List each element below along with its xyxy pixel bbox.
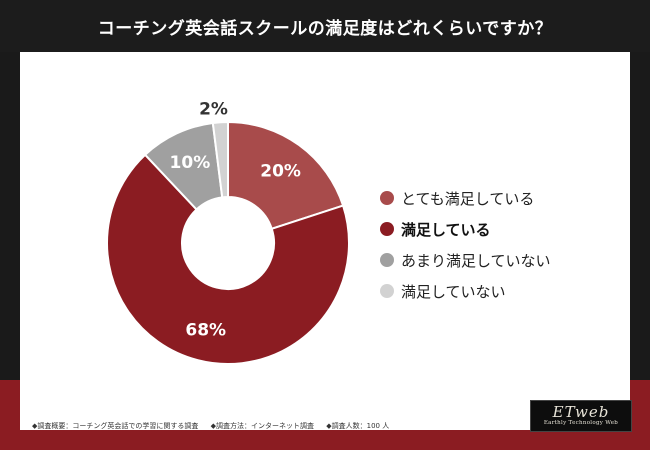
survey-footnote: ◆調査概要：コーチング英会話での学習に関する調査 ◆調査方法：インターネット調査… — [32, 421, 399, 431]
legend-label: とても満足している — [401, 189, 535, 208]
donut-label-4: 2% — [199, 99, 228, 119]
legend-label: 満足している — [401, 220, 491, 239]
logo-sub-text: Earthly Technology Web — [543, 420, 619, 426]
donut-chart: 20% 68% 10% 2% — [106, 99, 350, 365]
logo-main-text: ETweb — [552, 403, 610, 421]
chart-panel: 20% 68% 10% 2% とても満足している 満足しているあまり満足していない 満足し… — [20, 52, 630, 430]
chart-legend: とても満足している 満足しているあまり満足していない 満足していない — [380, 189, 551, 301]
legend-swatch — [380, 253, 394, 267]
page-title: コーチング英会話スクールの満足度はどれくらいですか？ — [97, 18, 553, 39]
legend-item-2: 満足している — [380, 220, 551, 239]
etweb-logo: ETweb Earthly Technology Web — [530, 400, 632, 432]
footnote-survey-method: ◆調査方法：インターネット調査 — [210, 422, 315, 430]
legend-swatch — [380, 191, 394, 205]
donut-label-1: 20% — [260, 162, 301, 182]
legend-item-3: あまり満足していない — [380, 251, 551, 270]
legend-label: あまり満足していない — [401, 251, 551, 270]
legend-item-4: 満足していない — [380, 282, 551, 301]
donut-label-2: 68% — [185, 321, 226, 341]
legend-item-1: とても満足している — [380, 189, 551, 208]
legend-swatch — [380, 222, 394, 236]
donut-slice-4 — [211, 120, 229, 199]
donut-label-3: 10% — [170, 153, 211, 173]
footnote-survey-overview: ◆調査概要：コーチング英会話での学習に関する調査 — [32, 422, 199, 430]
page-title-bar: コーチング英会話スクールの満足度はどれくらいですか？ — [0, 0, 650, 52]
legend-label: 満足していない — [401, 282, 506, 301]
donut-slice-2 — [106, 153, 350, 365]
legend-swatch — [380, 284, 394, 298]
donut-slice-1 — [227, 120, 345, 231]
footnote-survey-count: ◆調査人数：100 人 — [326, 422, 390, 430]
